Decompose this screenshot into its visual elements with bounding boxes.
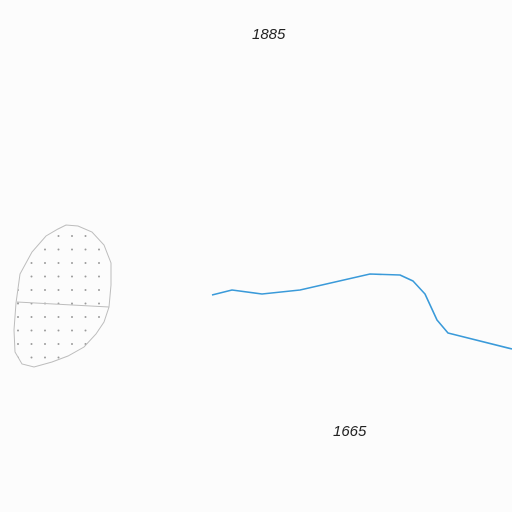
waterway-line[interactable] — [211, 273, 512, 350]
elevation-label-north: 1885 — [252, 26, 286, 43]
wetland-area[interactable] — [13, 224, 112, 368]
wetland-area-fill — [13, 224, 112, 368]
wetland-area-divider — [16, 301, 110, 308]
elevation-label-south: 1665 — [333, 423, 367, 440]
